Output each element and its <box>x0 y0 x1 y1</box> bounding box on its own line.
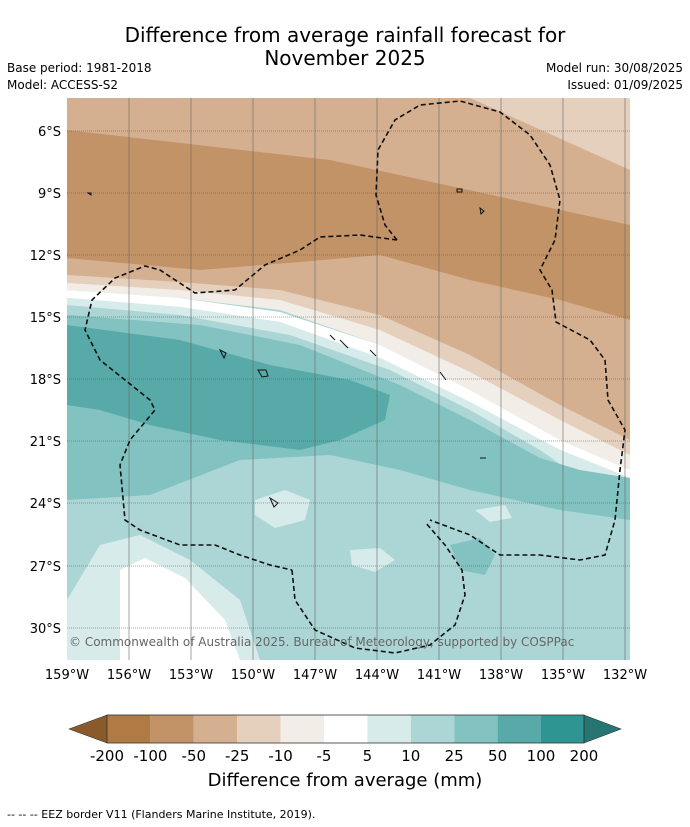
colorbar-tick: -100 <box>133 747 167 765</box>
colorbar-tick-labels: -200 -100 -50 -25 -10 -5 5 10 25 50 100 … <box>90 747 598 765</box>
patch-white-south <box>120 558 240 660</box>
map-area <box>67 98 630 660</box>
lat-label: 15°S <box>30 311 61 326</box>
lat-label: 12°S <box>30 249 61 264</box>
lat-label: 21°S <box>30 435 61 450</box>
colorbar-tick: -25 <box>225 747 250 765</box>
islands <box>86 188 486 508</box>
colorbar-segment <box>237 715 281 743</box>
colorbar-tick: 10 <box>401 747 420 765</box>
eez-border-central <box>84 234 398 571</box>
colorbar-segment <box>497 715 541 743</box>
title-line-1: Difference from average rainfall forecas… <box>124 23 566 47</box>
metadata-left: Base period: 1981-2018 Model: ACCESS-S2 <box>7 60 152 94</box>
colorbar-segment <box>454 715 498 743</box>
lon-label: 156°W <box>107 668 151 683</box>
band-minus-100 <box>67 130 630 320</box>
colorbar-tick: 100 <box>527 747 556 765</box>
longitude-labels: 159°W 156°W 153°W 150°W 147°W 144°W 141°… <box>45 668 647 683</box>
title-line-2: November 2025 <box>264 46 426 70</box>
lon-label: 138°W <box>479 668 523 683</box>
lat-label: 30°S <box>30 622 61 637</box>
colorbar-tick: 200 <box>570 747 599 765</box>
lon-label: 147°W <box>293 668 337 683</box>
patch-east-light-2 <box>475 505 512 522</box>
colorbar-tick: -5 <box>317 747 332 765</box>
lon-label: 150°W <box>231 668 275 683</box>
latitude-labels: 6°S 9°S 12°S 15°S 18°S 21°S 24°S 27°S 30… <box>30 125 61 637</box>
metadata-right: Model run: 30/08/2025 Issued: 01/09/2025 <box>546 60 683 94</box>
issued-date: Issued: 01/09/2025 <box>567 78 683 92</box>
colorbar-extend-low <box>68 714 108 744</box>
colorbar-tick: -10 <box>268 747 293 765</box>
lat-label: 27°S <box>30 560 61 575</box>
colorbar-segment <box>280 715 324 743</box>
colorbar-tick: 5 <box>363 747 373 765</box>
map-title: Difference from average rainfall forecas… <box>0 24 690 70</box>
eez-border-west <box>375 100 626 561</box>
colorbar-segment <box>367 715 411 743</box>
lon-label: 141°W <box>417 668 461 683</box>
colorbar-tick: 25 <box>445 747 464 765</box>
model-name: Model: ACCESS-S2 <box>7 78 119 92</box>
colorbar <box>68 714 622 744</box>
colorbar-segment <box>410 715 455 743</box>
eez-footnote: -- -- -- EEZ border V11 (Flanders Marine… <box>7 808 316 821</box>
colorbar-segment <box>193 715 238 743</box>
lat-label: 9°S <box>38 187 61 202</box>
colorbar-tick: -200 <box>90 747 124 765</box>
colorbar-tick: 50 <box>488 747 507 765</box>
meridians <box>128 98 626 660</box>
lon-label: 144°W <box>355 668 399 683</box>
colorbar-label: Difference from average (mm) <box>207 770 483 791</box>
base-period: Base period: 1981-2018 <box>7 61 152 75</box>
colorbar-segment <box>107 715 151 743</box>
colorbar-segment <box>541 715 584 743</box>
lat-label: 24°S <box>30 497 61 512</box>
lon-label: 132°W <box>603 668 647 683</box>
patch-island-light <box>255 490 310 528</box>
lat-label: 18°S <box>30 373 61 388</box>
lat-label: 6°S <box>38 125 61 140</box>
colorbar-tick: -50 <box>182 747 207 765</box>
colorbar-extend-high <box>583 714 622 744</box>
lon-label: 159°W <box>45 668 89 683</box>
colorbar-segment <box>150 715 194 743</box>
copyright-text: © Commonwealth of Australia 2025. Bureau… <box>69 635 574 649</box>
eez-border-south <box>291 521 466 654</box>
model-run-date: Model run: 30/08/2025 <box>545 61 683 75</box>
lon-label: 153°W <box>169 668 213 683</box>
lon-label: 135°W <box>541 668 585 683</box>
eez-borders <box>84 100 626 654</box>
colorbar-segment <box>324 715 368 743</box>
